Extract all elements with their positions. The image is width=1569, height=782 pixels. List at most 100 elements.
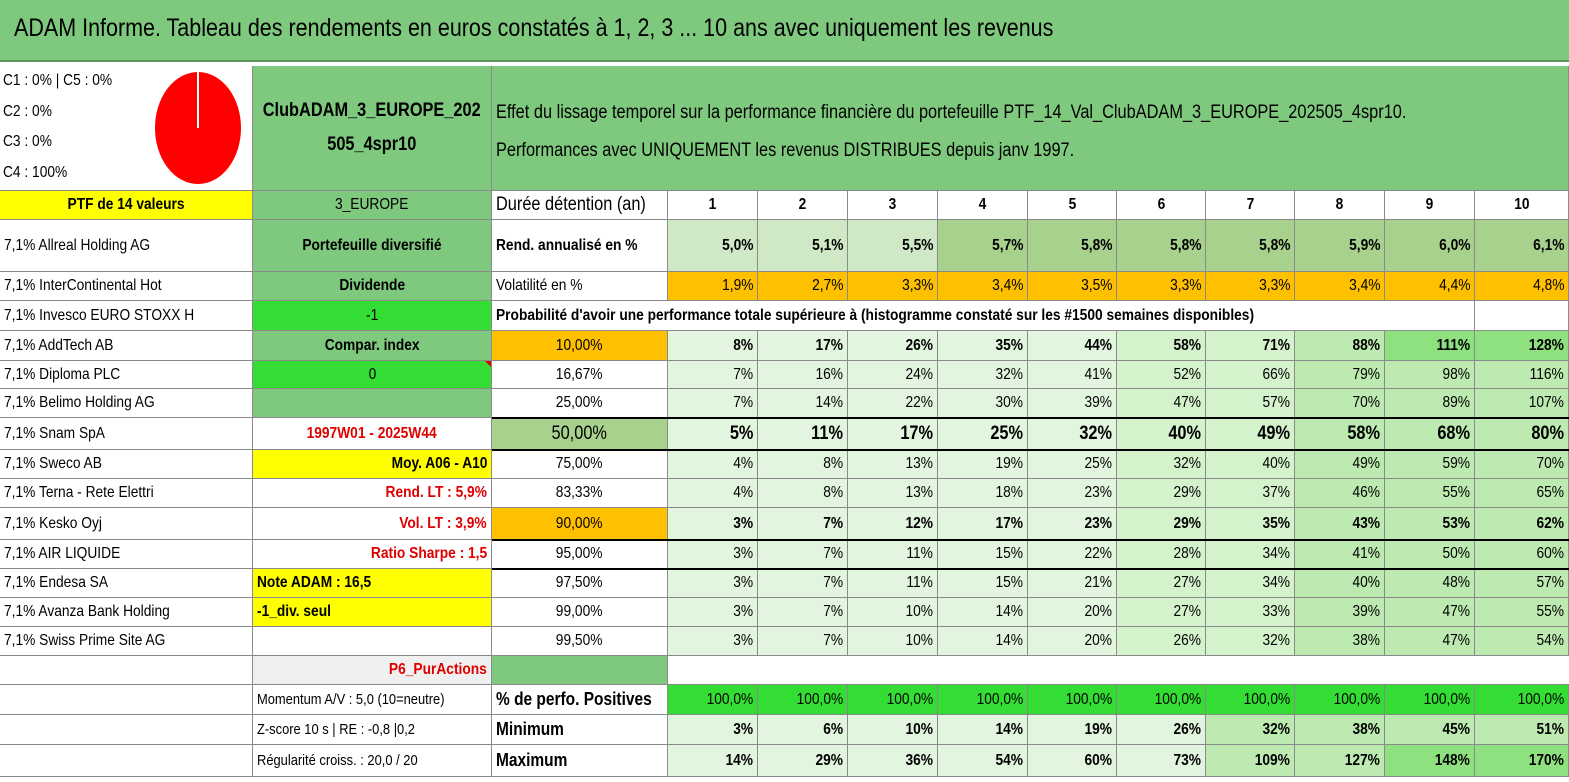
page-title: ADAM Informe. Tableau des rendements en … — [14, 14, 1054, 42]
quantile-value: 22% — [1028, 540, 1117, 569]
holding-row: 7,1% InterContinental Hot — [0, 272, 253, 301]
positive-side-label: Momentum A/V : 5,0 (10=neutre) — [253, 685, 492, 715]
quantile-value-text: 58% — [1173, 336, 1201, 354]
quantile-value: 7% — [758, 598, 848, 627]
quantile-value: 35% — [1206, 508, 1295, 540]
probability-title-text: Probabilité d'avoir une performance tota… — [496, 306, 1255, 324]
maximum-value-text: 36% — [905, 751, 933, 769]
vol-value: 3,3% — [1206, 272, 1295, 301]
quantile-value-text: 39% — [1084, 394, 1112, 411]
quantile-value-text: 14% — [815, 394, 843, 411]
holding-row: 7,1% Kesko Oyj — [0, 508, 253, 540]
portfolio-flag-text: -1 — [365, 306, 379, 324]
minimum-value-text: 6% — [823, 720, 843, 738]
rend-value-text: 5,1% — [811, 236, 843, 254]
quantile-value-text: 15% — [995, 545, 1023, 562]
quantile-label: 10,00% — [492, 331, 668, 361]
duration-label: Durée détention (an) — [492, 191, 668, 220]
positive-value-text: 100,0% — [796, 690, 843, 708]
adam-note: Note ADAM : 16,5 — [253, 569, 492, 598]
minimum-value-text: 38% — [1352, 720, 1380, 738]
positive-value: 100,0% — [1295, 685, 1385, 715]
quantile-value: 98% — [1385, 361, 1475, 389]
quantile-value: 39% — [1295, 598, 1385, 627]
positive-label-text: % de perfo. Positives — [496, 689, 652, 709]
quantile-value-text: 34% — [1262, 574, 1290, 591]
quantile-value: 15% — [938, 569, 1028, 598]
positive-value: 100,0% — [1117, 685, 1206, 715]
quantile-value-text: 18% — [995, 484, 1023, 501]
quantile-value: 23% — [1028, 508, 1117, 540]
portfolio-flag: -1 — [253, 301, 492, 331]
holding-row-text: 7,1% Belimo Holding AG — [4, 394, 155, 411]
div-seul-text: -1_div. seul — [257, 603, 331, 620]
quantile-value: 49% — [1206, 418, 1295, 450]
quantile-value: 43% — [1295, 508, 1385, 540]
maximum-value-text: 127% — [1344, 751, 1380, 769]
positive-value: 100,0% — [938, 685, 1028, 715]
maximum-side-label-text: Régularité croiss. : 20,0 / 20 — [257, 752, 418, 769]
minimum-label: Minimum — [492, 715, 668, 745]
rend-value-text: 5,8% — [1258, 236, 1290, 254]
rend-value: 5,5% — [848, 220, 938, 272]
quantile-value: 44% — [1028, 331, 1117, 361]
holding-row: 7,1% Endesa SA — [0, 569, 253, 598]
maximum-label-text: Maximum — [496, 750, 568, 770]
minimum-value-text: 32% — [1262, 720, 1290, 738]
quantile-value-text: 46% — [1352, 484, 1380, 501]
portfolio-type: Portefeuille diversifié — [253, 220, 492, 272]
vol-value: 3,4% — [1295, 272, 1385, 301]
quantile-value-text: 47% — [1442, 632, 1470, 649]
holding-row: 7,1% Diploma PLC — [0, 361, 253, 389]
quantile-value-text: 3% — [733, 632, 753, 649]
quantile-value: 32% — [938, 361, 1028, 389]
minimum-value: 19% — [1028, 715, 1117, 745]
quantile-value: 4% — [668, 450, 758, 479]
allocation-panel: C1 : 0% | C5 : 0% C2 : 0% C3 : 0% C4 : 1… — [0, 66, 253, 191]
quantile-value: 11% — [848, 569, 938, 598]
quantile-value-text: 70% — [1352, 394, 1380, 411]
year-header-5-text: 5 — [1068, 196, 1076, 213]
holding-row: 7,1% Terna - Rete Elettri — [0, 479, 253, 508]
quantile-value: 38% — [1295, 627, 1385, 656]
quantile-value-text: 29% — [1173, 514, 1201, 532]
quantile-value-text: 7% — [823, 603, 843, 620]
quantile-value-text: 28% — [1173, 545, 1201, 562]
positive-value: 100,0% — [848, 685, 938, 715]
minimum-value: 38% — [1295, 715, 1385, 745]
quantile-value-text: 116% — [1529, 365, 1564, 383]
quantile-value: 29% — [1117, 479, 1206, 508]
quantile-value-text: 13% — [905, 484, 933, 501]
quantile-value-text: 30% — [995, 394, 1023, 411]
quantile-value: 20% — [1028, 627, 1117, 656]
holding-row: 7,1% AIR LIQUIDE — [0, 540, 253, 569]
quantile-value-text: 26% — [905, 336, 933, 354]
year-header-7: 7 — [1206, 191, 1295, 220]
positive-value: 100,0% — [1385, 685, 1475, 715]
holding-row-text: 7,1% Invesco EURO STOXX H — [4, 306, 195, 324]
quantile-value-text: 14% — [995, 632, 1023, 649]
quantile-value-text: 39% — [1352, 603, 1380, 620]
period-range: 1997W01 - 2025W44 — [253, 418, 492, 450]
positive-value-text: 100,0% — [976, 690, 1023, 708]
quantile-value: 49% — [1295, 450, 1385, 479]
minimum-value: 3% — [668, 715, 758, 745]
quantile-value: 79% — [1295, 361, 1385, 389]
compare-value: 0 — [253, 361, 492, 389]
probability-title: Probabilité d'avoir une performance tota… — [492, 301, 1475, 331]
quantile-value: 7% — [668, 389, 758, 418]
quantile-value: 8% — [668, 331, 758, 361]
holding-row-text: 7,1% Snam SpA — [4, 424, 105, 442]
maximum-value: 109% — [1206, 745, 1295, 777]
rend-value-text: 5,0% — [721, 236, 753, 254]
compare-value-text: 0 — [368, 365, 376, 383]
quantile-value-text: 32% — [1262, 632, 1290, 649]
quantile-value-text: 50% — [1442, 545, 1470, 562]
quantile-value: 39% — [1028, 389, 1117, 418]
quantile-value: 12% — [848, 508, 938, 540]
year-header-10-text: 10 — [1513, 196, 1530, 213]
minimum-value-text: 19% — [1084, 720, 1112, 738]
period-range-text: 1997W01 - 2025W44 — [306, 424, 438, 442]
holding-row-text: 7,1% InterContinental Hot — [4, 277, 162, 294]
portfolio-income: Dividende — [253, 272, 492, 301]
